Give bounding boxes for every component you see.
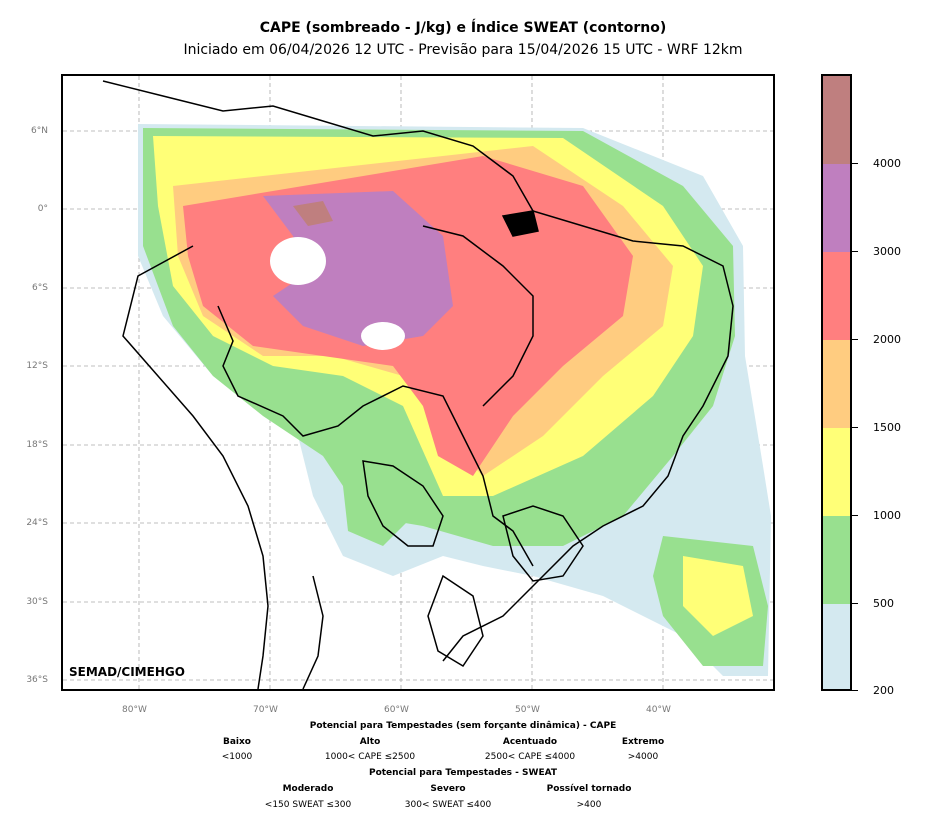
cape-legend-range: >4000: [627, 752, 659, 762]
colorbar-tick: [852, 515, 858, 516]
map-subtitle: Iniciado em 06/04/2026 12 UTC - Previsão…: [183, 42, 743, 58]
cape-legend-label: Alto: [359, 737, 381, 747]
cape-legend-header: Potencial para Tempestades (sem forçante…: [309, 721, 617, 731]
colorbar-label: 200: [873, 684, 894, 697]
cape-legend-range: 1000< CAPE ≤2500: [324, 752, 416, 762]
colorbar-label: 4000: [873, 157, 901, 170]
colorbar-tick: [852, 690, 858, 691]
lon-label-60w: 60°W: [384, 705, 409, 715]
lat-label-36s: 36°S: [26, 675, 48, 685]
colorbar-segment: [823, 340, 850, 428]
colorbar-label: 1500: [873, 421, 901, 434]
cape-legend-label: Baixo: [222, 737, 251, 747]
sweat-legend-range: >400: [576, 800, 602, 810]
lat-label-18s: 18°S: [26, 440, 48, 450]
colorbar-segment: [823, 516, 850, 604]
sweat-legend-label: Possível tornado: [546, 784, 632, 794]
cape-shading: [138, 124, 771, 676]
credit-label: SEMAD/CIMEHGO: [69, 665, 185, 679]
cape-legend-label: Extremo: [621, 737, 665, 747]
lat-label-30s: 30°S: [26, 597, 48, 607]
sweat-legend-range: 300< SWEAT ≤400: [404, 800, 492, 810]
colorbar-label: 1000: [873, 509, 901, 522]
map-panel[interactable]: SEMAD/CIMEHGO: [61, 74, 775, 691]
colorbar-label: 3000: [873, 245, 901, 258]
lat-label-12s: 12°S: [26, 361, 48, 371]
sweat-legend-label: Severo: [430, 784, 466, 794]
colorbar: [821, 74, 852, 691]
map-canvas: [63, 76, 773, 689]
colorbar-segment: [823, 604, 850, 689]
sweat-legend-header: Potencial para Tempestades - SWEAT: [368, 768, 558, 778]
lon-label-80w: 80°W: [122, 705, 147, 715]
colorbar-segment: [823, 76, 850, 164]
colorbar-tick: [852, 427, 858, 428]
cape-legend-range: <1000: [221, 752, 253, 762]
colorbar-tick: [852, 603, 858, 604]
lat-label-0: 0°: [37, 204, 48, 214]
country-borders: [102, 80, 734, 689]
lon-label-50w: 50°W: [515, 705, 540, 715]
lon-label-40w: 40°W: [646, 705, 671, 715]
colorbar-segment: [823, 428, 850, 516]
map-title: CAPE (sombreado - J/kg) e Índice SWEAT (…: [259, 20, 667, 36]
lat-label-24s: 24°S: [26, 518, 48, 528]
colorbar-tick: [852, 251, 858, 252]
colorbar-label: 500: [873, 597, 894, 610]
sweat-legend-range: <150 SWEAT ≤300: [264, 800, 352, 810]
lat-label-6n: 6°N: [31, 126, 48, 136]
colorbar-segment: [823, 252, 850, 340]
colorbar-tick: [852, 339, 858, 340]
colorbar-segment: [823, 164, 850, 252]
sweat-legend-label: Moderado: [282, 784, 334, 794]
colorbar-tick: [852, 163, 858, 164]
cape-legend-range: 2500< CAPE ≤4000: [484, 752, 576, 762]
cape-legend-label: Acentuado: [502, 737, 558, 747]
colorbar-label: 2000: [873, 333, 901, 346]
lon-label-70w: 70°W: [253, 705, 278, 715]
lat-label-6s: 6°S: [32, 283, 48, 293]
